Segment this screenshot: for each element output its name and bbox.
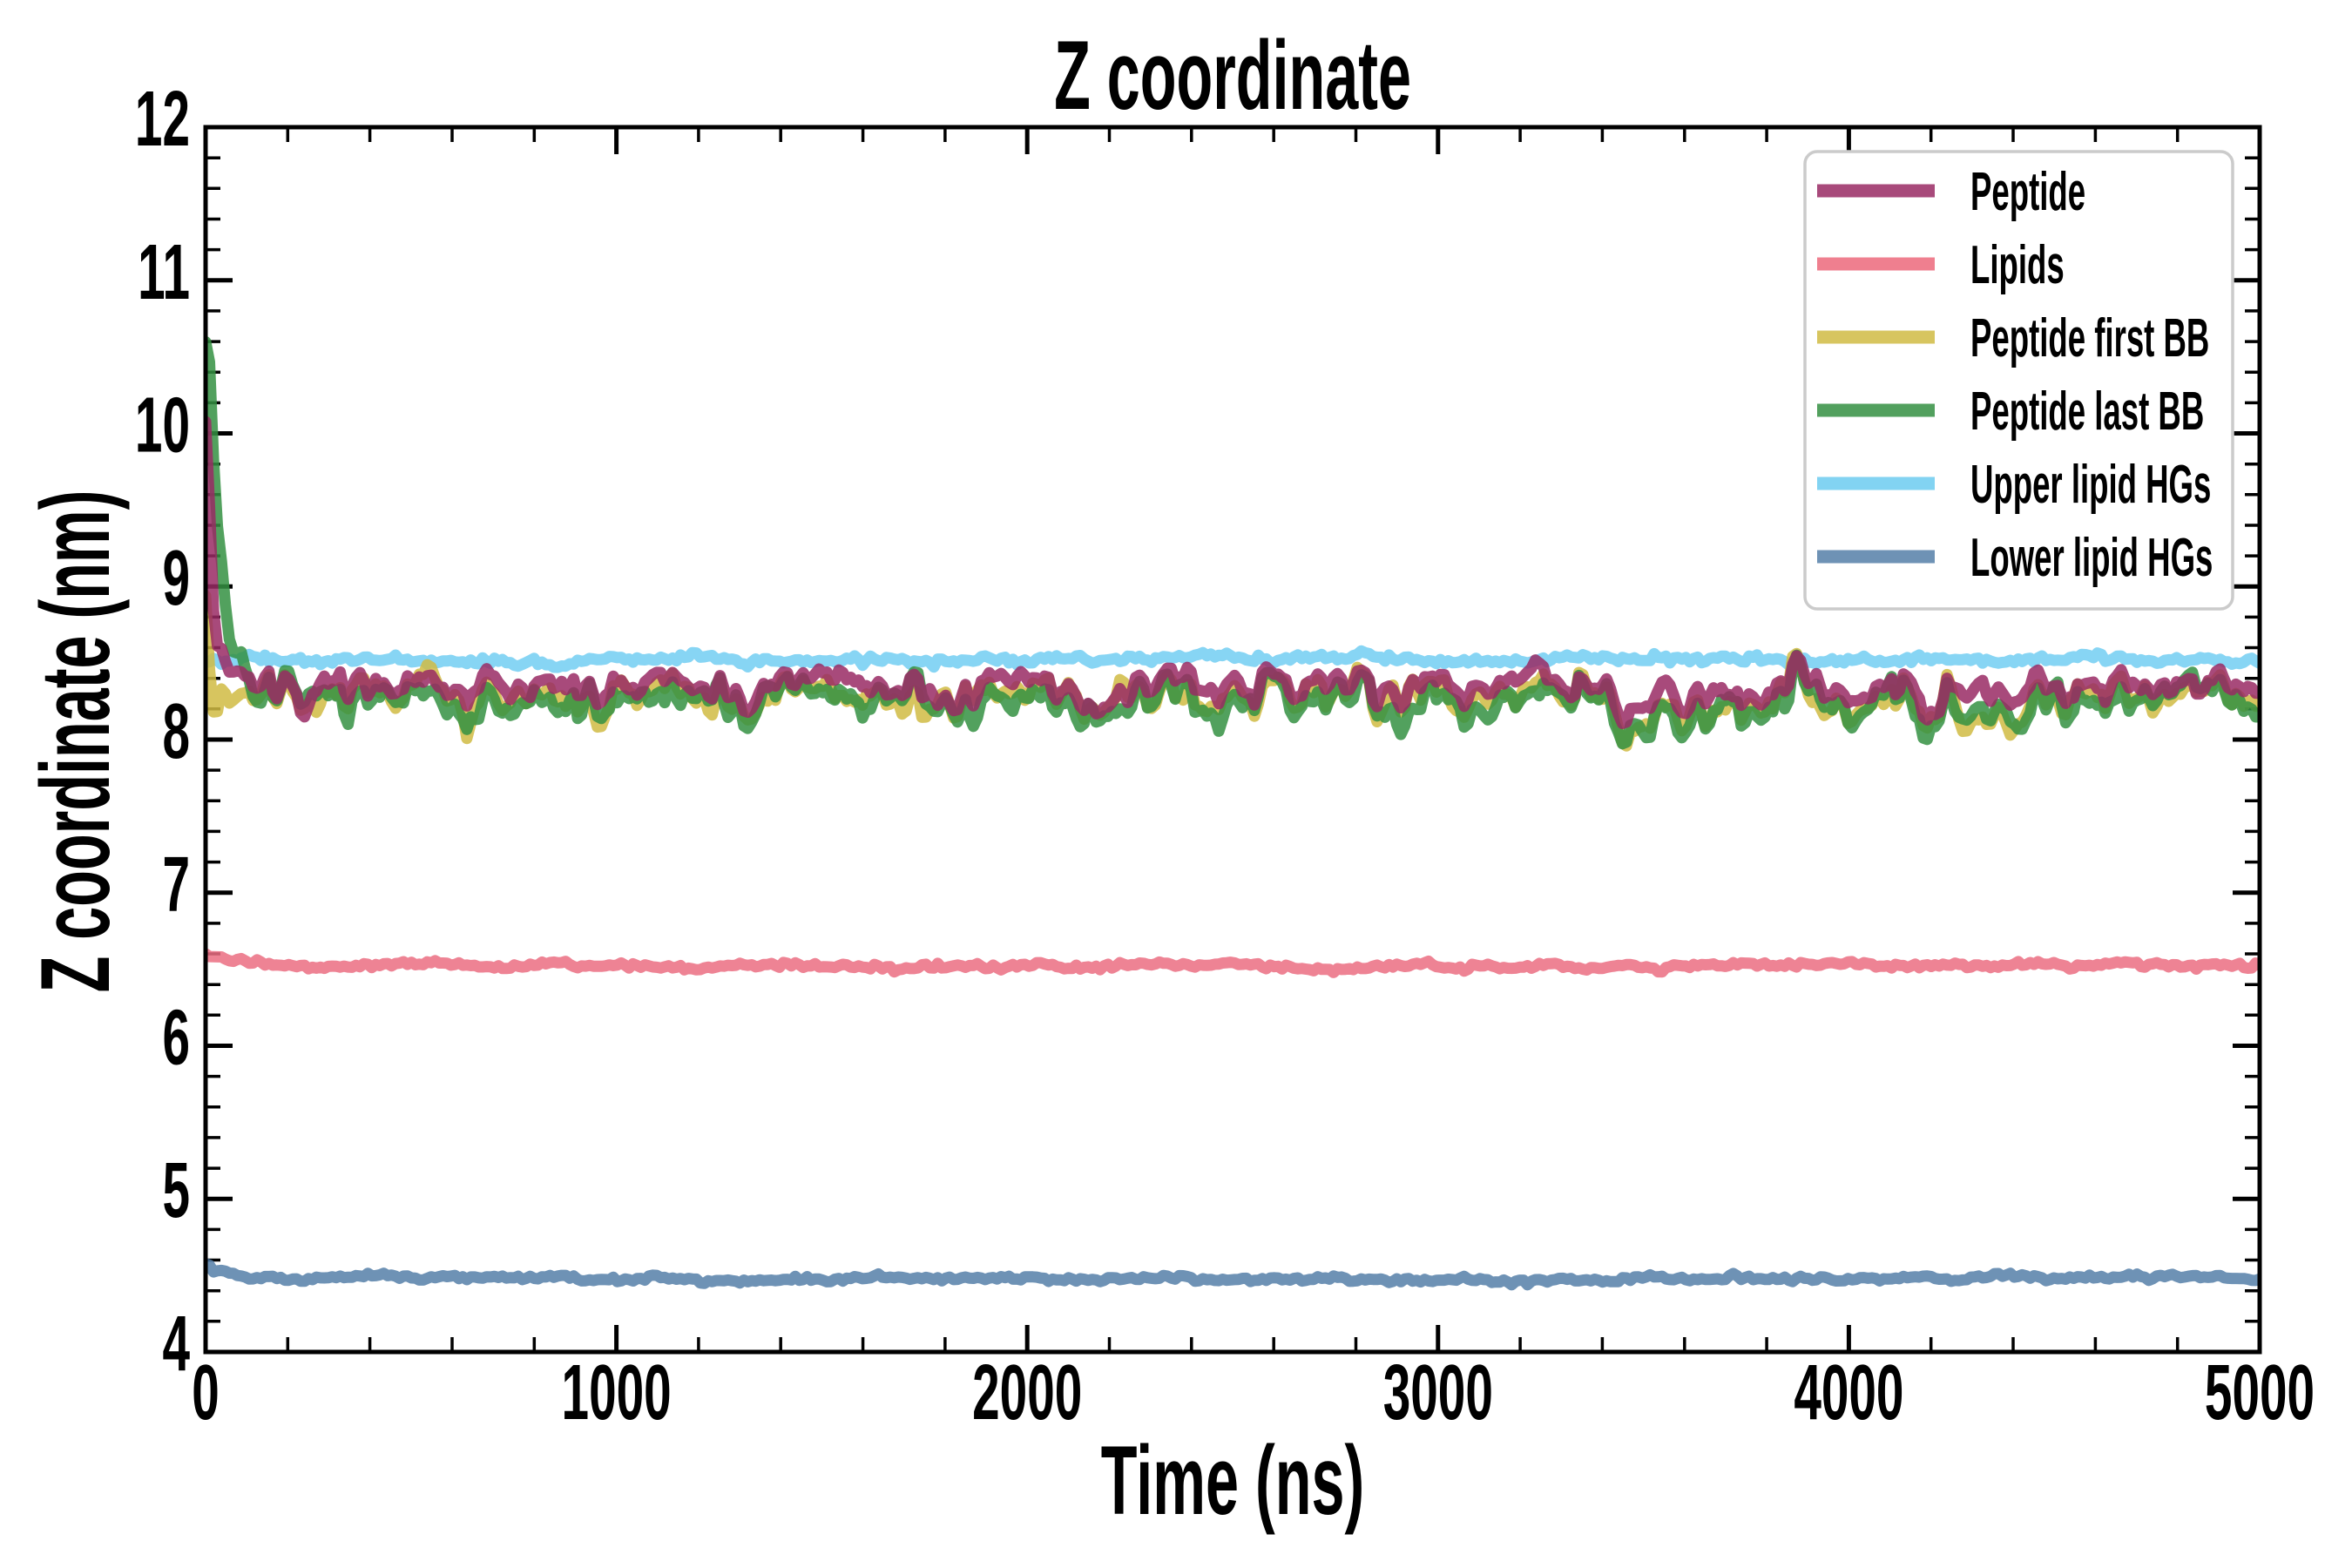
svg-text:8: 8 (162, 687, 190, 775)
svg-text:Time (ns): Time (ns) (1101, 1426, 1364, 1536)
svg-text:4000: 4000 (1794, 1348, 1903, 1436)
svg-text:2000: 2000 (972, 1348, 1082, 1436)
svg-text:9: 9 (162, 534, 190, 622)
svg-text:0: 0 (192, 1348, 220, 1436)
svg-text:4: 4 (162, 1300, 190, 1388)
svg-text:Peptide first BB: Peptide first BB (1970, 308, 2209, 368)
svg-text:Lipids: Lipids (1970, 234, 2065, 294)
svg-text:7: 7 (162, 840, 190, 928)
svg-text:Lower lipid HGs: Lower lipid HGs (1970, 527, 2213, 587)
svg-text:3000: 3000 (1383, 1348, 1493, 1436)
svg-text:Z coordinate: Z coordinate (1054, 21, 1411, 131)
svg-text:6: 6 (162, 993, 190, 1081)
svg-text:11: 11 (138, 227, 190, 315)
svg-text:Upper lipid HGs: Upper lipid HGs (1970, 454, 2211, 514)
svg-text:Peptide: Peptide (1970, 161, 2085, 221)
svg-text:5: 5 (162, 1146, 190, 1234)
svg-text:Z coordinate (nm): Z coordinate (nm) (21, 490, 131, 993)
svg-text:1000: 1000 (562, 1348, 672, 1436)
svg-text:10: 10 (135, 381, 190, 469)
svg-text:5000: 5000 (2205, 1348, 2315, 1436)
svg-text:Peptide last BB: Peptide last BB (1970, 381, 2204, 441)
svg-text:12: 12 (135, 75, 190, 163)
